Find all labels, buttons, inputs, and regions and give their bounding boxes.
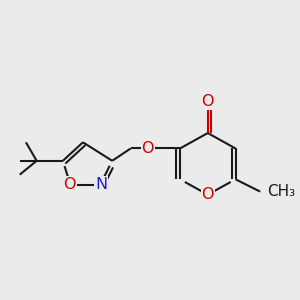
Text: N: N (95, 177, 107, 192)
Text: O: O (141, 141, 154, 156)
Text: O: O (202, 187, 214, 202)
Text: O: O (202, 94, 214, 109)
Text: O: O (63, 177, 76, 192)
Text: CH₃: CH₃ (267, 184, 295, 199)
